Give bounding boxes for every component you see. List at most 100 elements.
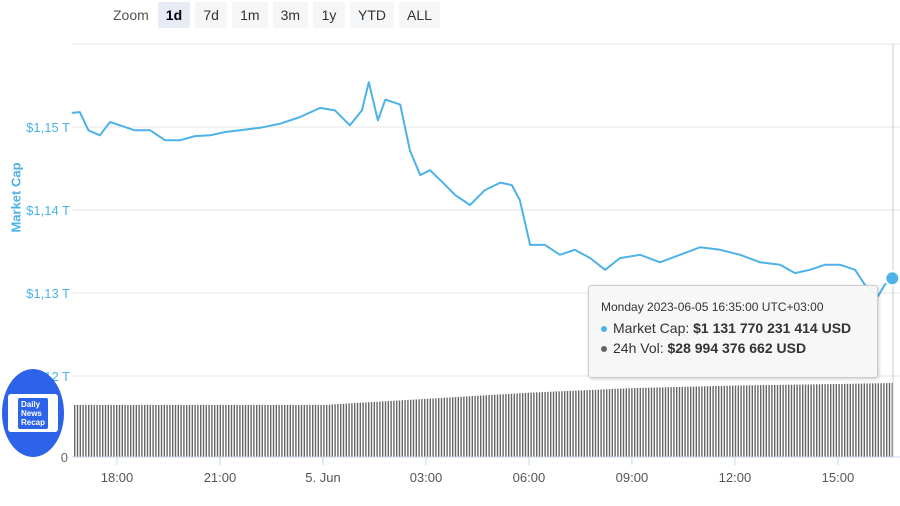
volume-bar (180, 404, 182, 457)
zoom-1d-button[interactable]: 1d (157, 2, 191, 28)
volume-bar (130, 404, 132, 457)
volume-bar (216, 404, 219, 457)
volume-bar (113, 404, 115, 457)
volume-bar (233, 404, 235, 457)
volume-bar (544, 391, 546, 457)
x-tick-label: 15:00 (822, 470, 855, 485)
zoom-7d-button[interactable]: 7d (195, 2, 228, 28)
volume-bar (107, 404, 109, 457)
y-tick-label: $1,15 T (26, 120, 70, 135)
volume-bar (340, 403, 342, 457)
volume-bar (292, 404, 294, 457)
volume-bar (230, 404, 233, 457)
x-tick-label: 09:00 (616, 470, 649, 485)
volume-bar (858, 383, 860, 457)
volume-bar (776, 384, 779, 457)
zoom-3m-button[interactable]: 3m (272, 2, 309, 28)
volume-bar (454, 397, 457, 457)
zoom-selector: Zoom 1d 7d 1m 3m 1y YTD ALL (113, 2, 440, 28)
volume-bar (370, 402, 373, 457)
volume-bar (208, 404, 210, 457)
volume-bar (589, 389, 591, 457)
volume-bar (732, 385, 734, 457)
volume-bar (432, 398, 434, 457)
volume-bar (309, 404, 311, 457)
volume-bar (166, 404, 168, 457)
volume-bar (468, 396, 471, 457)
volume-bar (690, 386, 692, 457)
volume-bar (485, 395, 487, 457)
volume-bar (513, 393, 515, 457)
volume-bar (496, 394, 499, 457)
volume-bar (726, 385, 728, 457)
volume-bar (88, 404, 90, 457)
volume-bar (653, 387, 655, 457)
zoom-all-button[interactable]: ALL (399, 2, 440, 28)
volume-bar (886, 383, 888, 457)
volume-bar (93, 404, 95, 457)
volume-bar (740, 385, 742, 457)
volume-bar (158, 404, 160, 457)
volume-bar (384, 401, 387, 457)
volume-bar (883, 383, 885, 457)
volume-bar (569, 390, 571, 457)
volume-bar (74, 404, 76, 457)
volume-bar (393, 400, 395, 457)
volume-bar (174, 404, 177, 457)
volume-bar (592, 389, 594, 457)
market-cap-line (71, 81, 893, 298)
zoom-1m-button[interactable]: 1m (232, 2, 268, 28)
volume-bar (580, 390, 583, 457)
tooltip-vol-value: $28 994 376 662 USD (667, 340, 807, 356)
volume-bar (650, 387, 653, 457)
x-tick-label: 06:00 (513, 470, 546, 485)
volume-bar (832, 384, 835, 457)
volume-bar (261, 404, 263, 457)
volume-bar (664, 387, 667, 457)
volume-bar (463, 396, 465, 457)
volume-bar (191, 404, 193, 457)
volume-bar (421, 399, 423, 457)
volume-bar (211, 404, 213, 457)
volume-bar (264, 404, 266, 457)
volume-bar (827, 384, 829, 457)
zoom-1y-button[interactable]: 1y (313, 2, 346, 28)
volume-bar (572, 390, 574, 457)
volume-bar (152, 404, 154, 457)
volume-bar (334, 404, 336, 457)
volume-bar (692, 386, 695, 457)
volume-bar (860, 383, 863, 457)
volume-bar (830, 384, 832, 457)
volume-bar (306, 404, 308, 457)
volume-bar (816, 384, 818, 457)
volume-bar (222, 404, 224, 457)
volume-bar (600, 389, 602, 457)
volume-bar (256, 404, 258, 457)
volume-bar (205, 404, 207, 457)
volume-bar (754, 385, 756, 457)
volume-bar (849, 383, 851, 457)
volume-bar (110, 404, 112, 457)
volume-bar (365, 402, 367, 457)
volume-bar (482, 395, 485, 457)
volume-bar (743, 385, 745, 457)
volume-bar (874, 383, 877, 457)
volume-bar (813, 384, 815, 457)
volume-bar (734, 385, 737, 457)
volume-bar (466, 396, 468, 457)
zoom-ytd-button[interactable]: YTD (350, 2, 395, 28)
volume-bar (869, 383, 871, 457)
volume-bar (239, 404, 241, 457)
volume-bar (494, 394, 496, 457)
volume-axis-tick: 0 (61, 450, 68, 465)
volume-bar (687, 386, 689, 457)
volume-bar (79, 404, 81, 457)
volume-bar (317, 404, 319, 457)
volume-bar (281, 404, 283, 457)
volume-bar (396, 400, 398, 457)
volume-bar (390, 400, 392, 457)
volume-bar (620, 388, 622, 457)
volume-bar (538, 392, 541, 457)
volume-bar (701, 386, 703, 457)
